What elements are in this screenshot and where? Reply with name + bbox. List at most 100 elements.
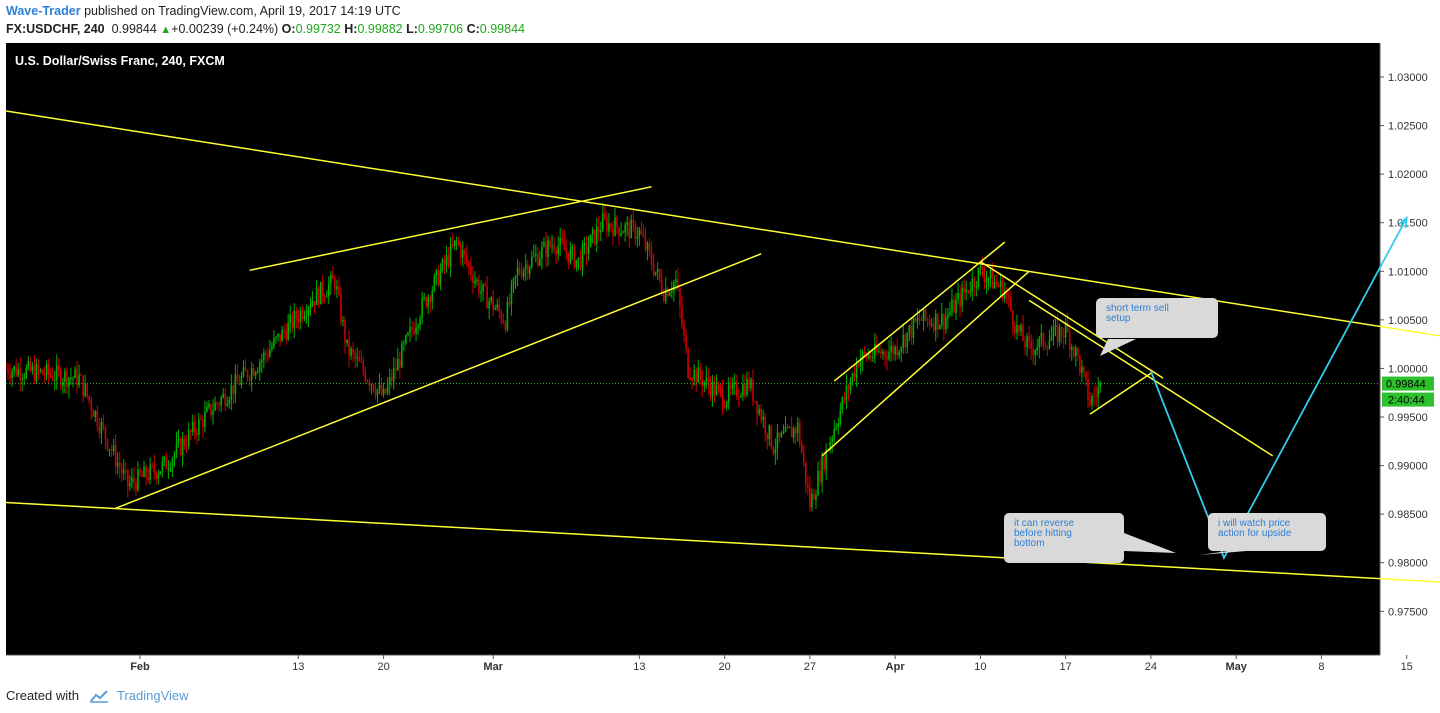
candle-body — [922, 309, 925, 321]
candle-body — [776, 432, 779, 450]
candle-body — [859, 359, 862, 367]
candle-body — [1036, 347, 1039, 351]
candle-body — [141, 474, 143, 477]
candle-body — [470, 265, 472, 275]
callout-text-line: setup — [1106, 313, 1131, 324]
candle-body — [721, 389, 724, 407]
candle-body — [163, 457, 166, 462]
candle-body — [74, 369, 76, 378]
candle-body — [707, 377, 710, 386]
candle-body — [541, 246, 543, 259]
candle-body — [711, 381, 714, 397]
candle-body — [114, 445, 117, 467]
candle-body — [906, 332, 909, 348]
x-tick-label-1: 13 — [292, 661, 304, 673]
candle-body — [159, 471, 162, 475]
candle-body — [439, 270, 442, 286]
tradingview-brand-link[interactable]: TradingView — [117, 688, 189, 703]
candle-body — [263, 352, 265, 360]
x-tick-label-11: May — [1225, 661, 1247, 673]
x-tick-label-4: 13 — [633, 661, 645, 673]
candle-body — [265, 352, 267, 355]
candle-body — [695, 369, 697, 383]
candle-body — [191, 421, 194, 433]
candle-body — [995, 281, 998, 285]
candle-body — [697, 367, 700, 383]
callout-text-line: action for upside — [1218, 528, 1292, 539]
candle-body — [595, 226, 598, 245]
candle-body — [989, 269, 992, 279]
candle-body — [433, 275, 436, 291]
chart-header: Wave-Trader published on TradingView.com… — [0, 0, 1440, 42]
candle-body — [924, 309, 927, 320]
candle-body — [857, 363, 860, 367]
candle-body — [21, 378, 24, 380]
candle-body — [624, 224, 626, 233]
candle-body — [228, 399, 231, 404]
y-tick-label-11: 0.97500 — [1388, 606, 1428, 618]
candle-body — [250, 368, 253, 381]
candle-body — [878, 351, 880, 353]
candle-body — [565, 250, 568, 253]
candle-body — [490, 297, 492, 302]
candle-body — [325, 296, 328, 298]
price-axis-background — [1380, 43, 1440, 675]
candle-body — [427, 297, 430, 307]
candle-body — [691, 379, 693, 381]
candle-body — [193, 421, 196, 433]
candle-body — [869, 355, 872, 359]
candle-body — [413, 330, 415, 334]
candle-body — [411, 327, 413, 331]
candle-body — [930, 323, 933, 325]
candle-body — [86, 384, 88, 397]
candle-body — [445, 255, 448, 265]
candle-body — [384, 388, 387, 394]
candle-body — [315, 287, 318, 306]
candle-body — [330, 274, 332, 285]
candle-body — [553, 245, 555, 250]
y-tick-label-5: 1.00500 — [1388, 315, 1428, 327]
candle-body — [76, 369, 78, 386]
candle-body — [549, 240, 551, 247]
candle-body — [1083, 367, 1085, 372]
candle-body — [764, 416, 767, 434]
current-price-label: 0.99844 — [1386, 379, 1426, 391]
candle-body — [277, 333, 279, 337]
candle-body — [394, 367, 397, 371]
candle-body — [468, 262, 470, 266]
candle-body — [666, 288, 669, 296]
candle-body — [1097, 387, 1099, 397]
candle-body — [370, 384, 373, 386]
candle-body — [632, 219, 635, 224]
candle-body — [650, 251, 653, 265]
footer: Created with TradingView — [0, 676, 1440, 713]
candle-body — [356, 357, 358, 359]
candle-body — [303, 316, 306, 319]
candle-body — [1066, 322, 1069, 332]
candle-body — [778, 432, 781, 438]
candle-body — [579, 257, 582, 269]
candle-body — [997, 284, 1000, 287]
candle-body — [90, 400, 93, 411]
candle-body — [88, 396, 91, 401]
candle-body — [484, 283, 486, 286]
candle-body — [380, 384, 383, 395]
candle-body — [202, 419, 204, 428]
author-link[interactable]: Wave-Trader — [6, 4, 81, 18]
candle-body — [916, 318, 919, 322]
candle-body — [855, 363, 858, 378]
chart-area[interactable]: 1.03000 1.02500 1.02000 1.01500 1.01000 1.005… — [5, 43, 1440, 675]
x-tick-label-2: 20 — [377, 661, 389, 673]
x-tick-label-8: 10 — [974, 661, 986, 673]
candle-body — [738, 396, 740, 398]
candle-body — [539, 258, 541, 266]
candle-body — [435, 269, 438, 276]
candle-body — [273, 338, 275, 347]
candle-body — [177, 439, 180, 443]
candle-body — [364, 371, 367, 381]
candle-body — [809, 487, 811, 508]
candle-body — [644, 236, 647, 250]
candle-body — [449, 244, 452, 266]
price-chart[interactable]: 1.03000 1.02500 1.02000 1.01500 1.01000 1.005… — [5, 43, 1440, 675]
candle-body — [340, 293, 342, 322]
